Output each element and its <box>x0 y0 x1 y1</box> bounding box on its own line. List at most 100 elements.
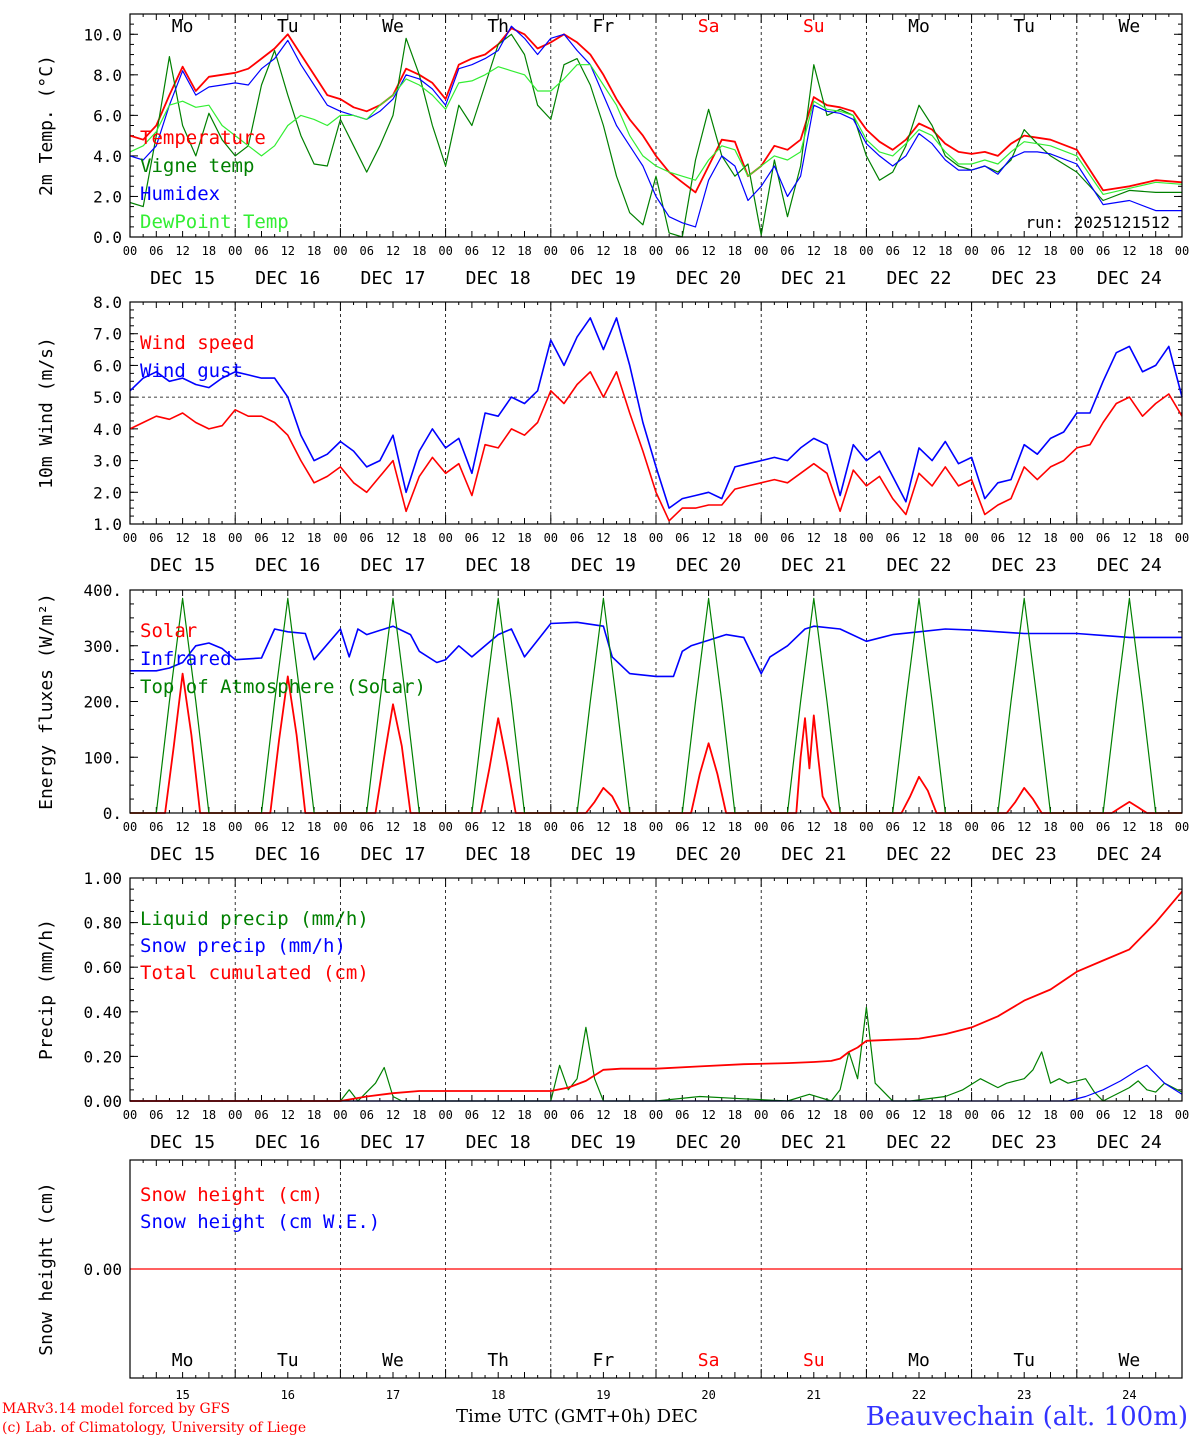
y-tick-label: 2.0 <box>93 187 122 206</box>
series-line-2 <box>130 621 1182 678</box>
date-label: DEC 15 <box>150 844 215 865</box>
series-line-3 <box>129 25 1182 228</box>
hour-label: 00 <box>228 1108 242 1122</box>
hour-label: 06 <box>254 820 268 834</box>
hour-label: 00 <box>649 820 663 834</box>
y-tick-label: 0.40 <box>83 1003 122 1022</box>
hour-label: 00 <box>964 531 978 545</box>
weekday-label-bottom: Sa <box>698 1350 720 1371</box>
y-tick-label: 3.0 <box>93 452 122 471</box>
hour-label: 12 <box>175 244 189 258</box>
legend-entry: Snow precip (mm/h) <box>140 935 346 957</box>
series-line-2 <box>130 1064 1183 1102</box>
hour-label: 00 <box>1175 244 1189 258</box>
hour-label: 00 <box>859 244 873 258</box>
hour-label: 18 <box>622 244 636 258</box>
day-number-label: 15 <box>175 1388 189 1402</box>
panel-frame <box>129 1159 1183 1379</box>
panel-1: 0.0 2.0 4.0 6.0 8.0 10.0 2m Temp. (°C) Temperat… <box>36 13 1189 289</box>
hour-label: 12 <box>596 531 610 545</box>
hour-label: 06 <box>780 820 794 834</box>
hour-label: 00 <box>333 244 347 258</box>
date-label: DEC 16 <box>255 268 320 289</box>
hour-label: 06 <box>991 1108 1005 1122</box>
weekday-label-bottom: Fr <box>593 1350 615 1371</box>
y-tick-label: 8.0 <box>93 293 122 312</box>
date-label: DEC 16 <box>255 555 320 576</box>
hour-label: 00 <box>123 531 137 545</box>
hour-label: 00 <box>649 1108 663 1122</box>
y-tick-label: 100. <box>83 748 122 767</box>
date-label: DEC 19 <box>571 268 636 289</box>
legend-entry: Temperature <box>140 127 266 149</box>
date-label: DEC 20 <box>676 844 741 865</box>
hour-label: 00 <box>1070 1108 1084 1122</box>
date-label: DEC 15 <box>150 268 215 289</box>
date-label: DEC 17 <box>360 555 425 576</box>
hour-label: 12 <box>1122 531 1136 545</box>
hour-label: 06 <box>570 820 584 834</box>
hour-label: 06 <box>1096 531 1110 545</box>
hour-label: 18 <box>412 1108 426 1122</box>
date-label: DEC 22 <box>886 555 951 576</box>
hour-label: 00 <box>228 244 242 258</box>
hour-label: 18 <box>833 1108 847 1122</box>
hour-label: 06 <box>359 531 373 545</box>
hour-label: 06 <box>465 244 479 258</box>
date-label: DEC 23 <box>992 1132 1057 1153</box>
hour-label: 06 <box>1096 820 1110 834</box>
hour-label: 00 <box>544 820 558 834</box>
hour-label: 00 <box>123 244 137 258</box>
weekday-label-bottom: Su <box>803 1350 825 1371</box>
y-tick-label: 200. <box>83 693 122 712</box>
weekday-label-bottom: We <box>382 1350 404 1371</box>
date-label: DEC 17 <box>360 1132 425 1153</box>
series-line-2 <box>129 317 1183 509</box>
series-line-1 <box>130 672 1182 814</box>
hour-label: 18 <box>202 531 216 545</box>
date-label: DEC 24 <box>1097 1132 1162 1153</box>
y-tick-label: 7.0 <box>93 325 122 344</box>
hour-label: 18 <box>1043 244 1057 258</box>
day-number-label: 23 <box>1017 1388 1031 1402</box>
hour-label: 00 <box>859 1108 873 1122</box>
hour-label: 12 <box>596 1108 610 1122</box>
hour-label: 06 <box>991 531 1005 545</box>
hour-label: 00 <box>123 820 137 834</box>
day-number-label: 19 <box>596 1388 610 1402</box>
hour-label: 12 <box>281 1108 295 1122</box>
hour-label: 12 <box>1017 244 1031 258</box>
hour-label: 06 <box>465 1108 479 1122</box>
hour-label: 18 <box>1043 1108 1057 1122</box>
hour-label: 18 <box>1148 244 1162 258</box>
day-number-label: 21 <box>807 1388 821 1402</box>
weekday-label-top: Mo <box>172 16 194 37</box>
hour-label: 06 <box>780 244 794 258</box>
y-tick-label: 1.00 <box>83 869 122 888</box>
hour-label: 06 <box>675 244 689 258</box>
hour-label: 18 <box>938 820 952 834</box>
weekday-label-top: We <box>382 16 404 37</box>
weekday-label-bottom: Tu <box>277 1350 299 1371</box>
date-label: DEC 18 <box>466 1132 531 1153</box>
y-axis-label: 2m Temp. (°C) <box>36 55 57 196</box>
hour-label: 00 <box>1070 531 1084 545</box>
hour-label: 06 <box>780 531 794 545</box>
hour-label: 06 <box>254 1108 268 1122</box>
hour-label: 00 <box>544 1108 558 1122</box>
hour-label: 06 <box>885 244 899 258</box>
y-tick-label: 6.0 <box>93 356 122 375</box>
y-tick-label: 6.0 <box>93 106 122 125</box>
legend-entry: Snow height (cm) <box>140 1184 323 1206</box>
hour-label: 12 <box>807 820 821 834</box>
legend-entry: Vigne temp <box>140 155 254 177</box>
hour-label: 18 <box>622 820 636 834</box>
weekday-label-bottom: Tu <box>1013 1350 1035 1371</box>
date-label: DEC 24 <box>1097 268 1162 289</box>
y-tick-label: 0.80 <box>83 914 122 933</box>
hour-label: 00 <box>754 820 768 834</box>
hour-label: 12 <box>386 1108 400 1122</box>
panel-5: 0.00 Snow height (cm) Snow height (cm) Snow… <box>36 1159 1183 1379</box>
weekday-label-top: Mo <box>908 16 930 37</box>
date-label: DEC 16 <box>255 1132 320 1153</box>
